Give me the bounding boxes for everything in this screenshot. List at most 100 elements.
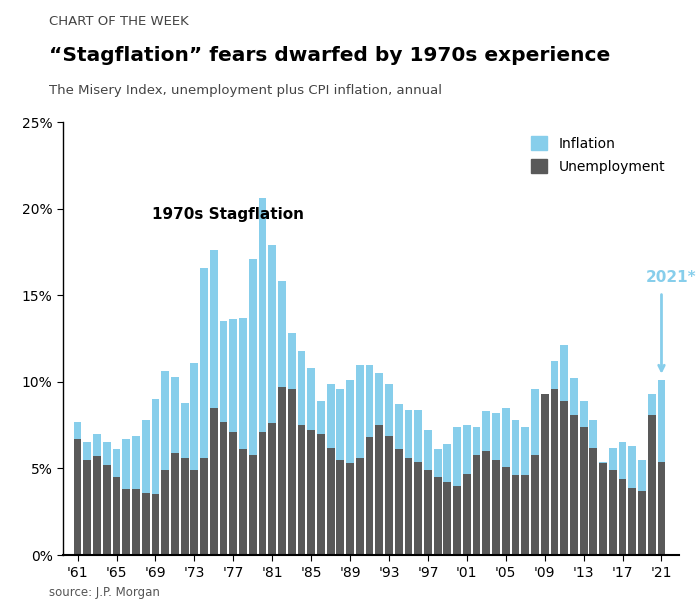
Bar: [609, 448, 617, 470]
Bar: [132, 436, 140, 489]
Bar: [220, 422, 228, 555]
Bar: [589, 420, 597, 448]
Bar: [502, 467, 510, 555]
Bar: [492, 413, 500, 460]
Bar: [230, 432, 237, 555]
Bar: [580, 401, 587, 427]
Bar: [103, 465, 111, 555]
Bar: [648, 415, 656, 555]
Bar: [113, 477, 120, 555]
Bar: [424, 431, 432, 470]
Bar: [444, 483, 452, 555]
Bar: [395, 450, 402, 555]
Bar: [356, 458, 364, 555]
Bar: [619, 442, 626, 479]
Bar: [560, 345, 568, 401]
Bar: [522, 475, 529, 555]
Bar: [512, 475, 519, 555]
Bar: [317, 434, 325, 555]
Bar: [570, 378, 578, 415]
Bar: [609, 470, 617, 555]
Bar: [152, 399, 160, 495]
Bar: [249, 454, 257, 555]
Bar: [580, 427, 587, 555]
Bar: [239, 450, 247, 555]
Bar: [190, 470, 198, 555]
Bar: [473, 454, 480, 555]
Bar: [473, 427, 480, 454]
Bar: [122, 489, 130, 555]
Bar: [307, 368, 315, 431]
Bar: [249, 259, 257, 454]
Bar: [550, 361, 559, 389]
Bar: [74, 439, 81, 555]
Bar: [83, 460, 91, 555]
Bar: [648, 394, 656, 415]
Bar: [405, 458, 412, 555]
Bar: [657, 462, 666, 555]
Bar: [629, 487, 636, 555]
Bar: [589, 448, 597, 555]
Bar: [278, 387, 286, 555]
Text: “Stagflation” fears dwarfed by 1970s experience: “Stagflation” fears dwarfed by 1970s exp…: [49, 46, 610, 65]
Bar: [103, 442, 111, 465]
Bar: [375, 373, 383, 425]
Bar: [190, 363, 198, 470]
Bar: [210, 250, 218, 408]
Bar: [181, 403, 188, 458]
Bar: [200, 268, 208, 458]
Bar: [93, 434, 101, 456]
Bar: [337, 389, 344, 460]
Bar: [541, 394, 549, 555]
Bar: [171, 453, 178, 555]
Bar: [356, 365, 364, 458]
Bar: [239, 318, 247, 450]
Bar: [268, 245, 276, 423]
Bar: [258, 432, 267, 555]
Bar: [638, 460, 646, 491]
Bar: [93, 456, 101, 555]
Bar: [210, 408, 218, 555]
Text: 2021*: 2021*: [646, 270, 696, 285]
Bar: [570, 415, 578, 555]
Bar: [74, 422, 81, 439]
Text: CHART OF THE WEEK: CHART OF THE WEEK: [49, 15, 189, 28]
Bar: [434, 450, 442, 477]
Bar: [161, 371, 169, 470]
Bar: [258, 198, 267, 432]
Bar: [142, 420, 150, 493]
Bar: [492, 460, 500, 555]
Bar: [83, 442, 91, 460]
Bar: [434, 477, 442, 555]
Bar: [113, 450, 120, 477]
Bar: [385, 436, 393, 555]
Bar: [278, 281, 286, 387]
Bar: [482, 411, 490, 451]
Bar: [337, 460, 344, 555]
Bar: [531, 389, 539, 454]
Bar: [365, 365, 373, 437]
Bar: [327, 384, 335, 448]
Bar: [288, 333, 295, 389]
Bar: [346, 463, 354, 555]
Bar: [638, 491, 646, 555]
Bar: [122, 439, 130, 489]
Bar: [220, 321, 228, 422]
Bar: [375, 425, 383, 555]
Text: 1970s Stagflation: 1970s Stagflation: [153, 207, 304, 223]
Bar: [463, 474, 470, 555]
Bar: [424, 470, 432, 555]
Bar: [560, 401, 568, 555]
Bar: [385, 384, 393, 436]
Bar: [307, 431, 315, 555]
Text: The Misery Index, unemployment plus CPI inflation, annual: The Misery Index, unemployment plus CPI …: [49, 84, 442, 97]
Bar: [152, 495, 160, 555]
Bar: [599, 462, 607, 463]
Bar: [230, 320, 237, 432]
Bar: [317, 401, 325, 434]
Bar: [298, 351, 305, 425]
Bar: [200, 458, 208, 555]
Bar: [268, 423, 276, 555]
Text: source: J.P. Morgan: source: J.P. Morgan: [49, 586, 160, 599]
Bar: [288, 389, 295, 555]
